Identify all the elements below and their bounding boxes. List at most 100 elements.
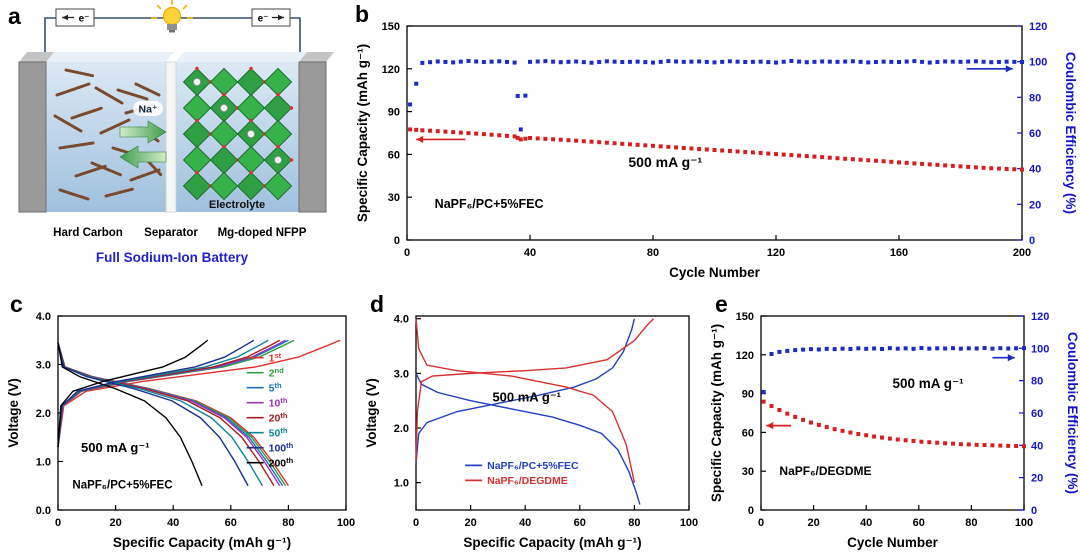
svg-text:NaPF₆/PC+5%FEC: NaPF₆/PC+5%FEC xyxy=(487,460,579,472)
svg-text:160: 160 xyxy=(890,247,908,259)
svg-text:80: 80 xyxy=(1031,376,1043,388)
cathode-plate xyxy=(298,52,334,213)
svg-text:4.0: 4.0 xyxy=(394,314,409,326)
svg-text:500 mA g⁻¹: 500 mA g⁻¹ xyxy=(628,154,702,170)
na-arrow-right-icon xyxy=(119,120,167,144)
svg-text:60: 60 xyxy=(913,517,925,529)
svg-text:60: 60 xyxy=(225,517,237,529)
legend: NaPF₆/PC+5%FEC NaPF₆/DEGDME xyxy=(465,460,579,487)
svg-text:90: 90 xyxy=(742,389,754,401)
svg-text:40: 40 xyxy=(860,517,872,529)
svg-text:100th: 100th xyxy=(269,441,294,455)
axis-pointer-arrow-icon xyxy=(992,354,1015,362)
svg-text:0: 0 xyxy=(404,247,410,259)
lightbulb-icon xyxy=(151,0,193,33)
svg-text:1.0: 1.0 xyxy=(36,457,51,469)
svg-text:500 mA g⁻¹: 500 mA g⁻¹ xyxy=(492,389,561,404)
panel-b-plot: b0 40 80 120 160 2000306090120150020406080100… xyxy=(355,1,1078,280)
e-minus-label-left: e⁻ xyxy=(79,14,90,25)
svg-text:e: e xyxy=(715,291,728,317)
panel-a-schematic: a e⁻ xyxy=(0,0,345,290)
hard-carbon-label: Hard Carbon xyxy=(53,227,123,239)
svg-text:20: 20 xyxy=(1031,473,1043,485)
nfpp-label: Mg-doped NFPP xyxy=(218,227,307,239)
svg-text:120: 120 xyxy=(736,350,754,362)
svg-text:0: 0 xyxy=(394,235,400,247)
svg-text:40: 40 xyxy=(167,517,179,529)
series-coulombic-efficiency xyxy=(761,346,1026,394)
svg-text:120: 120 xyxy=(382,64,400,76)
svg-text:0: 0 xyxy=(748,505,754,517)
svg-text:120: 120 xyxy=(1029,21,1047,33)
axis-pointer-arrow-icon xyxy=(966,65,1013,73)
svg-text:500 mA g⁻¹: 500 mA g⁻¹ xyxy=(81,440,150,455)
svg-text:40: 40 xyxy=(1029,164,1041,176)
svg-text:120: 120 xyxy=(1031,311,1049,323)
svg-text:3.0: 3.0 xyxy=(36,360,51,372)
svg-text:20: 20 xyxy=(807,517,819,529)
svg-text:150: 150 xyxy=(736,311,754,323)
svg-text:Specific Capacity (mAh g⁻¹): Specific Capacity (mAh g⁻¹) xyxy=(709,324,724,502)
svg-text:Voltage (V): Voltage (V) xyxy=(364,378,379,448)
svg-text:40: 40 xyxy=(519,517,531,529)
svg-text:30: 30 xyxy=(388,192,400,204)
separator-label: Separator xyxy=(144,227,198,239)
svg-text:80: 80 xyxy=(965,517,977,529)
na-pill xyxy=(133,101,163,116)
panel-e-plot: e0 20 40 60 80 100030609012015002040608010012… xyxy=(709,291,1080,550)
panel-a-letter: a xyxy=(8,3,21,29)
panel-d-plot: d 0 20 40 60 80 100 1.0 2.0 3.0 4.0 Specific Capaci… xyxy=(364,291,698,550)
svg-text:Coulombic Efficiency (%): Coulombic Efficiency (%) xyxy=(1065,332,1080,494)
svg-text:Specific Capacity (mAh g⁻¹): Specific Capacity (mAh g⁻¹) xyxy=(355,44,370,222)
svg-text:60: 60 xyxy=(388,149,400,161)
axes: 0 20 40 60 80 100 1.0 2.0 3.0 4.0 xyxy=(394,314,698,529)
svg-text:90: 90 xyxy=(388,107,400,119)
svg-text:500 mA g⁻¹: 500 mA g⁻¹ xyxy=(893,376,965,391)
panel-c-voltage-profiles-chart: c 0 20 40 60 80 100 0.0 1.0 2.0 3.0 4.0 Specific Cap… xyxy=(0,290,360,560)
electron-flow-left: e⁻ xyxy=(55,8,95,27)
svg-text:NaPF₆/PC+5%FEC: NaPF₆/PC+5%FEC xyxy=(72,480,172,492)
battery-schematic-svg: a e⁻ xyxy=(8,0,334,265)
svg-text:Cycle Number: Cycle Number xyxy=(669,265,761,280)
svg-text:40: 40 xyxy=(1031,440,1043,452)
svg-text:0: 0 xyxy=(413,517,419,529)
svg-text:NaPF₆/DEGDME: NaPF₆/DEGDME xyxy=(487,475,568,487)
svg-text:40: 40 xyxy=(524,247,536,259)
svg-text:80: 80 xyxy=(647,247,659,259)
schematic-title: Full Sodium-Ion Battery xyxy=(96,250,249,265)
electrolyte-label: Electrolyte xyxy=(209,199,265,211)
svg-text:10th: 10th xyxy=(269,396,288,410)
axis-pointer-arrow-icon xyxy=(416,135,466,144)
svg-text:4.0: 4.0 xyxy=(36,311,51,323)
panel-c-plot: c 0 20 40 60 80 100 0.0 1.0 2.0 3.0 4.0 Specific Cap… xyxy=(6,291,355,550)
series-20th xyxy=(57,339,281,487)
anode-plate xyxy=(18,52,54,213)
series-1st xyxy=(57,339,341,487)
svg-text:1.0: 1.0 xyxy=(394,478,409,490)
series-capacity xyxy=(761,399,1026,449)
axes: 0 40 80 120 160 20003060901201500204060801001… xyxy=(382,21,1048,259)
series-100th xyxy=(57,339,255,487)
svg-text:Specific Capacity (mAh g⁻¹): Specific Capacity (mAh g⁻¹) xyxy=(113,535,291,550)
svg-text:30: 30 xyxy=(742,466,754,478)
bulb-rays xyxy=(151,0,193,19)
svg-text:60: 60 xyxy=(1029,128,1041,140)
svg-text:0: 0 xyxy=(1031,505,1037,517)
svg-text:80: 80 xyxy=(282,517,294,529)
svg-text:60: 60 xyxy=(574,517,586,529)
svg-text:100: 100 xyxy=(1029,57,1047,69)
series-10th xyxy=(57,339,286,487)
series-NaPF-DEGDME xyxy=(415,318,655,483)
svg-text:0: 0 xyxy=(1029,235,1035,247)
svg-text:0.0: 0.0 xyxy=(36,505,51,517)
axes: 0 20 40 60 80 100 0.0 1.0 2.0 3.0 4.0 xyxy=(36,311,355,529)
svg-text:Coulombic Efficiency (%): Coulombic Efficiency (%) xyxy=(1063,52,1078,214)
svg-text:80: 80 xyxy=(628,517,640,529)
series-capacity xyxy=(408,127,1024,172)
series-200th xyxy=(57,339,209,487)
nfpp-crystal xyxy=(182,66,294,201)
svg-text:2.0: 2.0 xyxy=(394,423,409,435)
svg-text:20th: 20th xyxy=(269,411,288,425)
electron-arrow-right-icon xyxy=(278,14,284,21)
